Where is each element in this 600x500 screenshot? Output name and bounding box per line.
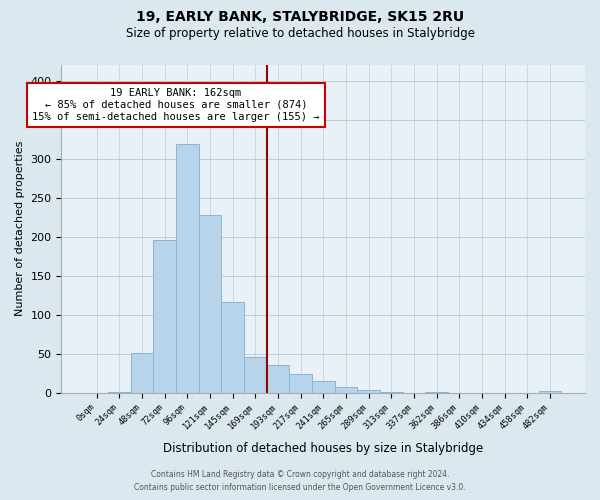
- Bar: [335, 387, 357, 392]
- Bar: [221, 302, 244, 392]
- Text: 19 EARLY BANK: 162sqm
← 85% of detached houses are smaller (874)
15% of semi-det: 19 EARLY BANK: 162sqm ← 85% of detached …: [32, 88, 320, 122]
- Bar: [153, 240, 176, 392]
- Bar: [357, 390, 380, 392]
- Bar: [312, 381, 335, 392]
- Bar: [244, 358, 266, 392]
- Bar: [289, 374, 312, 392]
- Bar: [199, 214, 221, 392]
- Bar: [176, 144, 199, 392]
- Text: Size of property relative to detached houses in Stalybridge: Size of property relative to detached ho…: [125, 28, 475, 40]
- Bar: [539, 391, 561, 392]
- X-axis label: Distribution of detached houses by size in Stalybridge: Distribution of detached houses by size …: [163, 442, 484, 455]
- Text: 19, EARLY BANK, STALYBRIDGE, SK15 2RU: 19, EARLY BANK, STALYBRIDGE, SK15 2RU: [136, 10, 464, 24]
- Bar: [131, 353, 153, 393]
- Text: Contains HM Land Registry data © Crown copyright and database right 2024.
Contai: Contains HM Land Registry data © Crown c…: [134, 470, 466, 492]
- Bar: [266, 365, 289, 392]
- Y-axis label: Number of detached properties: Number of detached properties: [15, 141, 25, 316]
